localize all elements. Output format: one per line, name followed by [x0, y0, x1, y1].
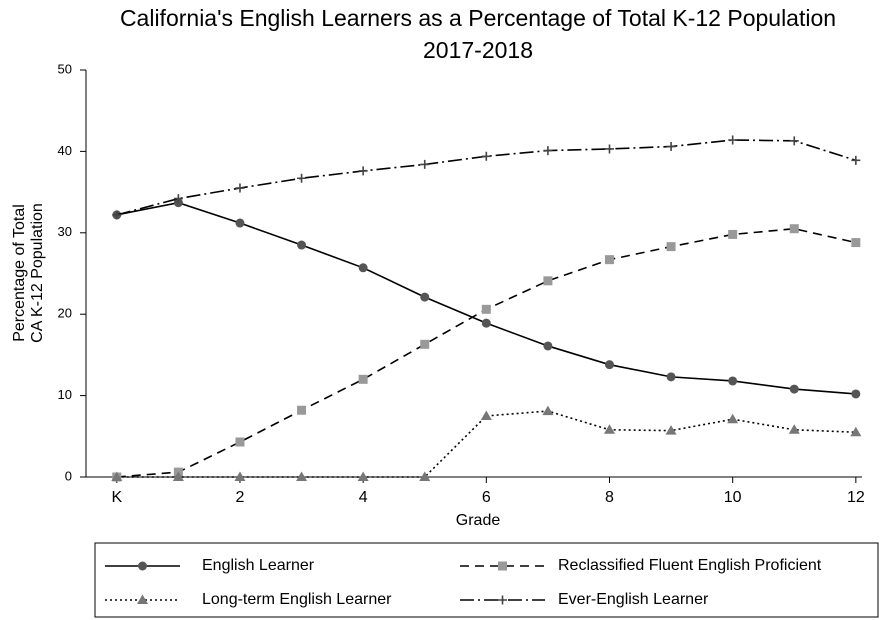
marker: [665, 425, 677, 435]
x-tick-label: 4: [359, 489, 368, 506]
y-tick-label: 50: [58, 61, 72, 76]
marker: [498, 595, 507, 605]
marker: [419, 471, 431, 481]
marker: [420, 292, 430, 302]
marker: [850, 426, 862, 437]
marker: [235, 218, 245, 228]
marker: [728, 376, 738, 386]
marker: [173, 194, 183, 204]
marker: [111, 471, 123, 481]
y-tick-label: 20: [58, 306, 72, 321]
legend-label: Reclassified Fluent English Proficient: [558, 557, 822, 574]
marker: [604, 144, 614, 154]
marker: [137, 594, 148, 604]
y-tick-label: 40: [58, 143, 72, 158]
legend-box: [94, 542, 879, 618]
y-axis-label: CA K-12 Population: [29, 203, 46, 343]
x-tick-label: 2: [236, 489, 245, 506]
marker: [542, 405, 554, 416]
marker: [357, 471, 369, 481]
legend-label: Long-term English Learner: [202, 591, 392, 608]
marker: [604, 255, 614, 265]
marker: [851, 389, 861, 399]
marker: [728, 135, 738, 145]
marker: [543, 146, 553, 156]
marker: [172, 471, 184, 481]
series-line: [116, 201, 856, 395]
marker: [296, 471, 308, 481]
marker: [112, 210, 122, 220]
series-line: [116, 139, 857, 216]
series-line: [116, 410, 856, 478]
x-tick-label: 12: [847, 489, 865, 506]
marker: [727, 413, 739, 424]
marker: [789, 224, 799, 234]
marker: [358, 166, 368, 176]
marker: [234, 471, 246, 481]
marker: [604, 360, 614, 370]
marker: [297, 240, 307, 250]
marker: [481, 304, 491, 314]
marker: [851, 238, 861, 248]
chart-title: California's English Learners as a Perce…: [120, 5, 836, 31]
marker: [498, 561, 507, 571]
marker: [666, 142, 676, 152]
x-tick-label: 8: [605, 489, 614, 506]
marker: [789, 384, 799, 394]
marker: [666, 372, 676, 382]
y-tick-label: 0: [65, 468, 72, 483]
marker: [788, 424, 800, 434]
marker: [728, 229, 738, 239]
chart-subtitle: 2017-2018: [423, 37, 533, 63]
marker: [666, 242, 676, 252]
marker: [358, 263, 368, 273]
marker: [358, 374, 368, 384]
marker: [480, 410, 492, 420]
x-tick-label: 6: [482, 489, 491, 506]
x-tick-label: 10: [724, 489, 742, 506]
legend-label: English Learner: [202, 557, 315, 574]
marker: [481, 318, 491, 328]
marker: [420, 339, 430, 349]
legend-label: Ever-English Learner: [558, 591, 709, 608]
marker: [297, 405, 307, 415]
y-axis-label: Percentage of Total: [11, 204, 28, 342]
marker: [420, 159, 430, 169]
marker: [235, 183, 245, 193]
marker: [297, 173, 307, 183]
x-axis-label: Grade: [456, 512, 501, 529]
marker: [138, 561, 147, 571]
marker: [789, 136, 799, 146]
marker: [481, 151, 491, 161]
series-line: [116, 227, 857, 478]
x-tick-label: K: [111, 489, 122, 506]
marker: [235, 437, 245, 447]
marker: [603, 424, 615, 434]
marker: [851, 155, 861, 165]
y-tick-label: 10: [58, 387, 72, 402]
y-tick-label: 30: [58, 224, 72, 239]
marker: [543, 276, 553, 286]
marker: [543, 341, 553, 351]
